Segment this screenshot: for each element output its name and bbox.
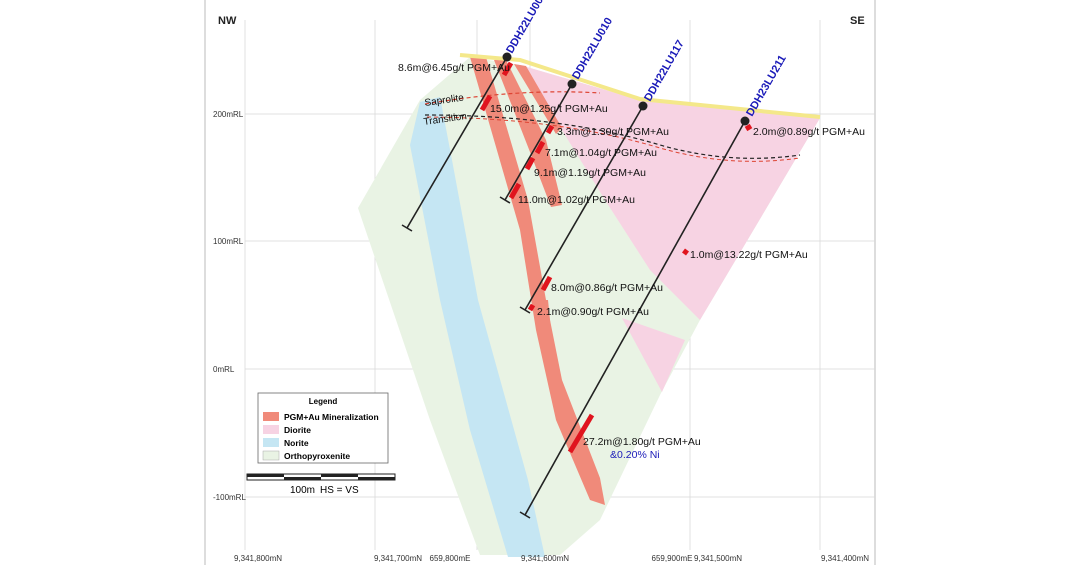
coordinate-label: 9,341,700mN <box>374 554 422 563</box>
drillhole-name: DDH22LU117 <box>642 38 687 103</box>
intercept-label: 15.0m@1.25g/t PGM+Au <box>490 103 608 115</box>
coordinate-label: 9,341,800mN <box>234 554 282 563</box>
intercept-label: 8.0m@0.86g/t PGM+Au <box>551 282 663 294</box>
saprolite-label: Saprolite <box>424 93 465 109</box>
legend-item: Orthopyroxenite <box>284 451 350 461</box>
legend-item: Diorite <box>284 425 311 435</box>
legend: Legend PGM+Au Mineralization Diorite Nor… <box>257 392 389 464</box>
intercept-label: 27.2m@1.80g/t PGM+Au <box>583 436 701 448</box>
intercept-label: 8.6m@6.45g/t PGM+Au <box>398 62 510 74</box>
elevation-label: -100mRL <box>213 493 246 502</box>
scale-bar: 100m HS = VS <box>246 473 396 496</box>
drillhole-name: DDH22LU008 <box>504 0 549 56</box>
drillholes <box>401 56 746 519</box>
coordinate-label: 9,341,600mN <box>521 554 569 563</box>
coordinate-label: 9,341,400mN <box>821 554 869 563</box>
scale-ratio: HS = VS <box>320 485 359 496</box>
intercept-label: 2.1m@0.90g/t PGM+Au <box>537 306 649 318</box>
intercept-label: 11.0m@1.02g/t PGM+Au <box>518 194 635 206</box>
elevation-label: 0mRL <box>213 365 235 374</box>
coordinate-label: 659,800mE <box>430 554 471 563</box>
drillhole-name: DDH23LU211 <box>744 53 789 118</box>
saprolite-boundary <box>424 91 601 105</box>
diorite-lobe <box>622 318 685 392</box>
legend-item: Norite <box>284 438 309 448</box>
drillhole-name: DDH22LU010 <box>570 16 615 82</box>
intercept-label: 9.1m@1.19g/t PGM+Au <box>534 167 646 179</box>
elevation-label: 100mRL <box>213 237 244 246</box>
coordinate-label: 659,900mE <box>652 554 693 563</box>
intercept-label: 1.0m@13.22g/t PGM+Au <box>690 249 808 261</box>
intercept-note: &0.20% Ni <box>610 449 660 461</box>
se-label: SE <box>850 15 865 27</box>
elevation-label: 200mRL <box>213 110 244 119</box>
norite <box>410 97 545 557</box>
legend-title: Legend <box>309 397 338 406</box>
intercept-label: 2.0m@0.89g/t PGM+Au <box>753 126 865 138</box>
intercept-marks <box>479 61 753 454</box>
mineralization <box>470 57 605 505</box>
collars <box>502 52 750 126</box>
coordinate-label: 9,341,500mN <box>694 554 742 563</box>
intercept-label: 7.1m@1.04g/t PGM+Au <box>545 147 657 159</box>
intercept-label: 3.3m@1.30g/t PGM+Au <box>557 126 669 138</box>
legend-item: PGM+Au Mineralization <box>284 412 379 422</box>
saprolite-surface <box>459 53 821 119</box>
transition-boundary <box>424 114 801 159</box>
nw-label: NW <box>218 15 237 27</box>
scale-length: 100m <box>290 485 315 496</box>
